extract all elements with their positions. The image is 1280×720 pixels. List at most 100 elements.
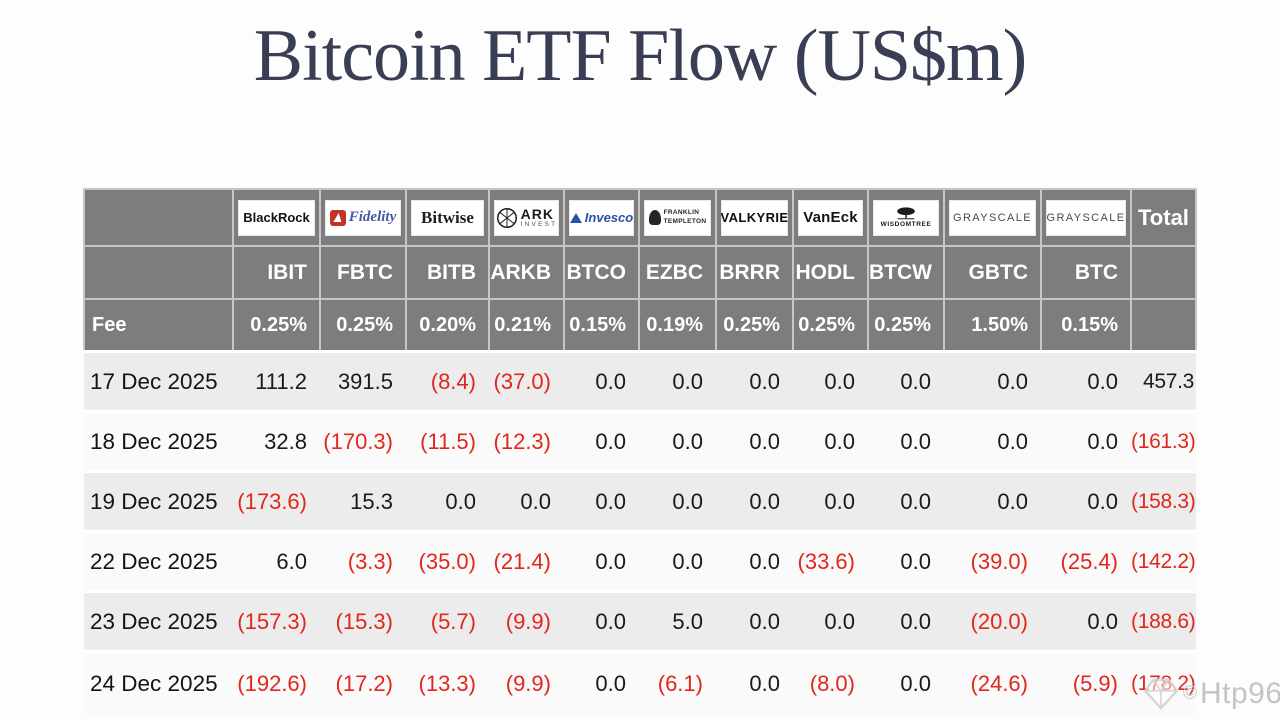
wisdomtree-header-cell: WISDOMTREE	[867, 188, 945, 247]
total-value-cell: (158.3)	[1131, 470, 1196, 532]
table-row: 22 Dec 2025 6.0 (3.3) (35.0) (21.4) 0.0 0.0 0.0…	[84, 530, 1196, 592]
fee-bitb: 0.20%	[405, 298, 490, 353]
watermark: © Htp96	[1142, 676, 1280, 712]
flow-value-cell: (20.0)	[944, 590, 1041, 652]
flow-value-cell: 0.0	[564, 410, 639, 472]
flow-value-cell: (25.4)	[1041, 530, 1131, 592]
fee-row: Fee 0.25% 0.25% 0.20% 0.21% 0.15% 0.19% 0.25% 0…	[83, 298, 1197, 353]
franklin-bust-icon	[648, 210, 661, 225]
ticker-ibit: IBIT	[232, 245, 321, 300]
fee-brrr: 0.25%	[715, 298, 794, 353]
vaneck-header-cell: VanEck	[792, 188, 869, 247]
franklin-logo: FRANKLIN TEMPLETON	[644, 199, 711, 236]
date-cell: 24 Dec 2025	[84, 650, 233, 715]
flow-value-cell: 0.0	[793, 470, 868, 532]
fee-ezbc: 0.19%	[638, 298, 717, 353]
flow-value-cell: 0.0	[639, 530, 716, 592]
flow-value-cell: (6.1)	[639, 650, 716, 715]
flow-value-cell: (35.0)	[406, 530, 489, 592]
flow-value-cell: (5.9)	[1041, 650, 1131, 715]
flow-value-cell: 0.0	[944, 410, 1041, 472]
flow-value-cell: (157.3)	[233, 590, 320, 652]
page-title: Bitcoin ETF Flow (US$m)	[253, 15, 1028, 97]
flow-value-cell: 0.0	[639, 350, 716, 412]
flow-value-cell: (21.4)	[489, 530, 564, 592]
date-cell: 23 Dec 2025	[84, 590, 233, 652]
grayscale-header-cell: GRAYSCALE	[943, 188, 1042, 247]
flow-value-cell: (9.9)	[489, 650, 564, 715]
bitwise-header-cell: Bitwise	[405, 188, 490, 247]
bitwise-logo: Bitwise	[411, 199, 484, 236]
fee-arkb: 0.21%	[488, 298, 565, 353]
wisdomtree-logo: WISDOMTREE	[873, 199, 939, 236]
flow-value-cell: (33.6)	[793, 530, 868, 592]
flow-value-cell: 0.0	[564, 530, 639, 592]
flow-value-cell: (17.2)	[320, 650, 406, 715]
table-row: 18 Dec 2025 32.8 (170.3) (11.5) (12.3) 0.0 0.0…	[84, 410, 1196, 472]
wisdomtree-tree-icon	[897, 207, 915, 220]
flow-value-cell: 0.0	[639, 470, 716, 532]
watermark-text: Htp96	[1200, 677, 1280, 710]
flow-value-cell: (39.0)	[944, 530, 1041, 592]
invesco-header-cell: Invesco	[563, 188, 640, 247]
fidelity-logo: Fidelity	[325, 199, 401, 236]
fidelity-pyramid-icon	[329, 209, 346, 226]
table-row: 24 Dec 2025 (192.6) (17.2) (13.3) (9.9) 0.0 (6…	[84, 650, 1196, 715]
flow-value-cell: (24.6)	[944, 650, 1041, 715]
fee-ibit: 0.25%	[232, 298, 321, 353]
flow-value-cell: 0.0	[489, 470, 564, 532]
flow-value-cell: 0.0	[944, 470, 1041, 532]
fidelity-header-cell: Fidelity	[319, 188, 407, 247]
flow-value-cell: 0.0	[1041, 470, 1131, 532]
grayscale-logo: GRAYSCALE	[949, 199, 1036, 236]
ark-circle-icon	[496, 207, 517, 228]
flow-value-cell: 0.0	[716, 650, 793, 715]
grayscale-header-cell: GRAYSCALE	[1040, 188, 1132, 247]
valkyrie-logo-text: VALKYRIE	[721, 210, 788, 225]
flow-value-cell: 0.0	[793, 350, 868, 412]
fee-btco: 0.15%	[563, 298, 640, 353]
flow-value-cell: (8.0)	[793, 650, 868, 715]
flow-value-cell: 5.0	[639, 590, 716, 652]
ticker-row-total-empty-cell	[1130, 245, 1197, 300]
corner-cell	[83, 188, 234, 247]
flow-value-cell: (11.5)	[406, 410, 489, 472]
ticker-hodl: HODL	[792, 245, 869, 300]
total-header-label: Total	[1138, 204, 1189, 230]
flow-value-cell: 0.0	[868, 650, 944, 715]
flow-value-cell: 0.0	[716, 470, 793, 532]
flow-value-cell: (9.9)	[489, 590, 564, 652]
flow-value-cell: 0.0	[564, 470, 639, 532]
franklin-logo-text: FRANKLIN TEMPLETON	[663, 209, 707, 225]
fee-row-label: Fee	[83, 298, 234, 353]
flow-value-cell: (5.7)	[406, 590, 489, 652]
wisdomtree-logo-text: WISDOMTREE	[880, 221, 932, 228]
ticker-arkb: ARKB	[488, 245, 565, 300]
blackrock-logo-text: BlackRock	[243, 210, 310, 225]
flow-value-cell: 0.0	[406, 470, 489, 532]
grayscale-logo: GRAYSCALE	[1046, 199, 1126, 236]
grayscale-logo-text: GRAYSCALE	[952, 211, 1033, 224]
ticker-bitb: BITB	[405, 245, 490, 300]
flow-value-cell: (3.3)	[320, 530, 406, 592]
flow-value-cell: 111.2	[233, 350, 320, 412]
bitwise-logo-text: Bitwise	[421, 207, 474, 227]
flow-value-cell: 0.0	[716, 590, 793, 652]
flow-value-cell: (173.6)	[233, 470, 320, 532]
flow-value-cell: 0.0	[564, 650, 639, 715]
copyright-symbol: ©	[1183, 683, 1197, 704]
flow-value-cell: 0.0	[868, 530, 944, 592]
fee-hodl: 0.25%	[792, 298, 869, 353]
date-cell: 17 Dec 2025	[84, 350, 233, 412]
flow-value-cell: 0.0	[944, 350, 1041, 412]
total-header-cell: Total	[1130, 188, 1197, 247]
vaneck-logo-text: VanEck	[803, 209, 858, 226]
ticker-btc: BTC	[1040, 245, 1132, 300]
flow-value-cell: (170.3)	[320, 410, 406, 472]
valkyrie-header-cell: VALKYRIE	[715, 188, 794, 247]
ticker-btco: BTCO	[563, 245, 640, 300]
fidelity-logo-text: Fidelity	[348, 209, 397, 225]
ark-invest-subtext: INVEST	[520, 220, 558, 228]
issuer-logo-row: BlackRock Fidelity Bitwise ARK INVEST Invesco…	[83, 188, 1197, 247]
